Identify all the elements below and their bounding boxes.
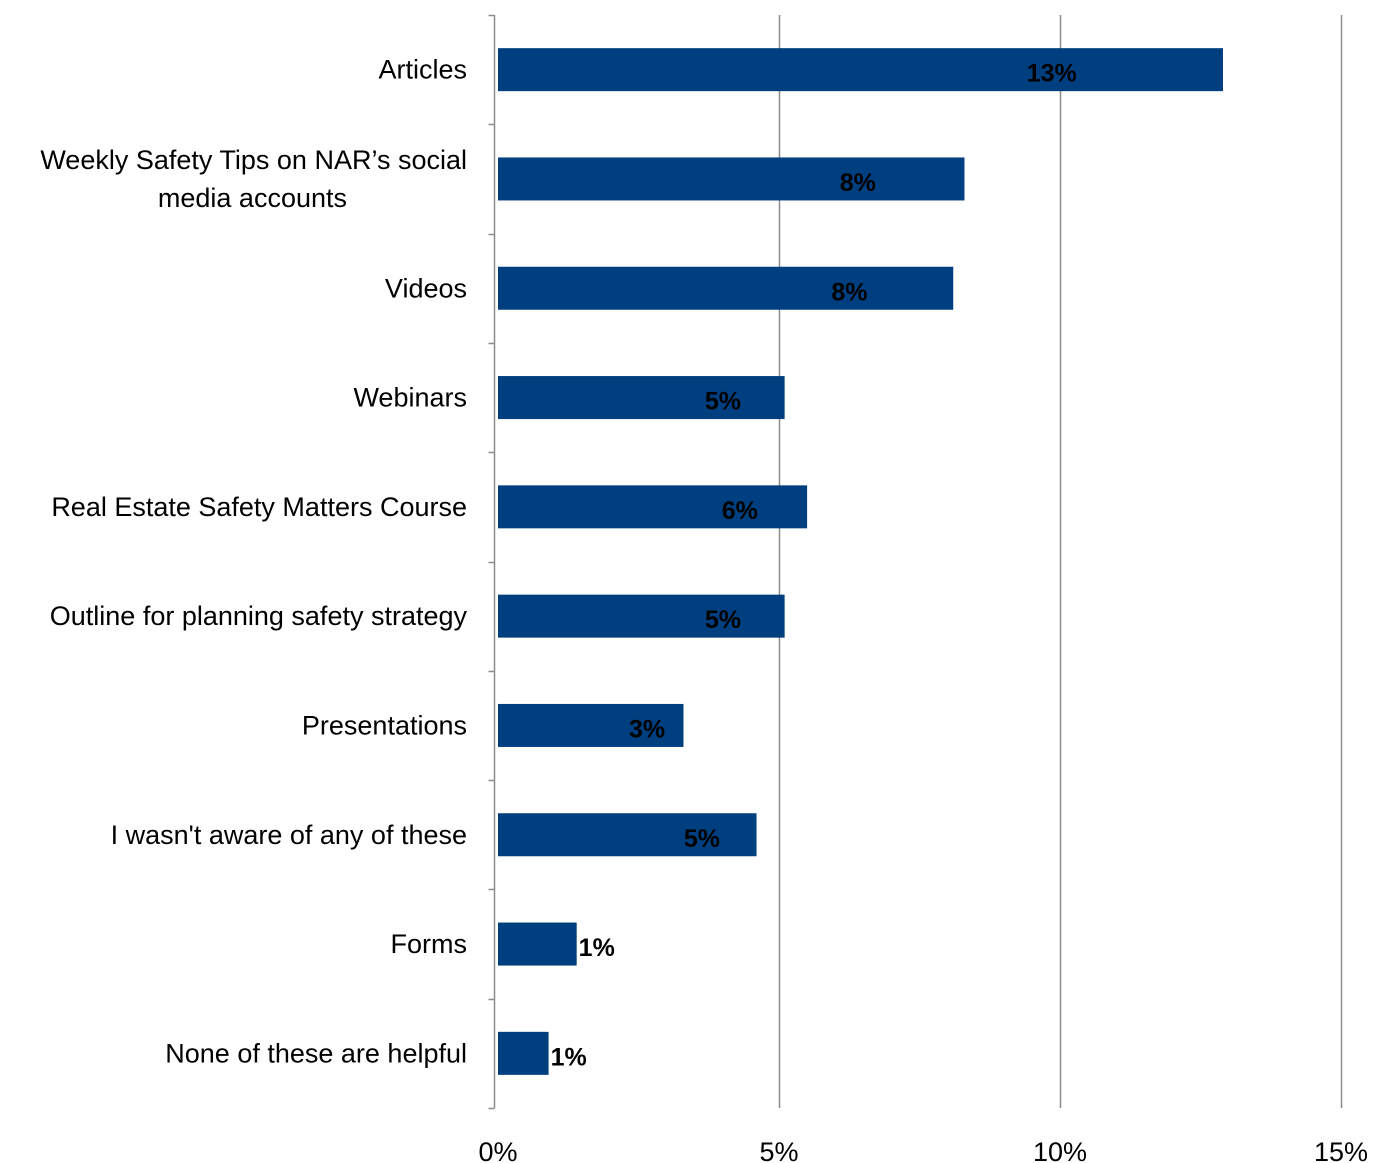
data-label: 3% bbox=[629, 715, 665, 743]
data-labels: 13% 8% 8% 5% 6% 5% 3% 5% 1% 1% bbox=[551, 60, 1077, 1072]
category-label: Outline for planning safety strategy bbox=[50, 601, 468, 631]
category-label: Videos bbox=[385, 273, 467, 303]
category-label: Forms bbox=[391, 929, 468, 959]
data-label: 6% bbox=[722, 497, 758, 525]
bar-1 bbox=[498, 157, 965, 201]
bar-5 bbox=[498, 594, 785, 638]
bar-3 bbox=[498, 376, 785, 420]
category-label: Weekly Safety Tips on NAR’s social media … bbox=[40, 145, 467, 213]
category-label: Articles bbox=[378, 55, 467, 85]
bar-2 bbox=[498, 266, 954, 310]
category-axis bbox=[488, 14, 496, 1110]
x-tick-label: 10% bbox=[1033, 1137, 1087, 1163]
category-label: Webinars bbox=[353, 383, 467, 413]
x-tick-label: 15% bbox=[1314, 1137, 1368, 1163]
data-label: 8% bbox=[840, 169, 876, 197]
data-label: 13% bbox=[1027, 60, 1077, 88]
data-label: 1% bbox=[551, 1043, 587, 1071]
data-label: 5% bbox=[684, 825, 720, 853]
category-labels: Articles Weekly Safety Tips on NAR’s soci… bbox=[40, 55, 467, 1069]
x-tick-labels: 0% 5% 10% 15% bbox=[478, 1137, 1368, 1163]
x-tick-label: 5% bbox=[759, 1137, 798, 1163]
bar-7 bbox=[498, 813, 757, 857]
bar-9 bbox=[498, 1031, 549, 1075]
data-label: 5% bbox=[705, 606, 741, 634]
data-label: 8% bbox=[831, 278, 867, 306]
category-label: Real Estate Safety Matters Course bbox=[51, 492, 467, 522]
category-label: Presentations bbox=[302, 710, 467, 740]
bar-6 bbox=[498, 703, 684, 747]
category-label: None of these are helpful bbox=[165, 1038, 467, 1068]
data-label: 1% bbox=[579, 934, 615, 962]
data-label: 5% bbox=[705, 388, 741, 416]
category-label: I wasn't aware of any of these bbox=[111, 820, 467, 850]
bar-0 bbox=[498, 48, 1223, 92]
bar-4 bbox=[498, 485, 808, 529]
x-tick-label: 0% bbox=[478, 1137, 517, 1163]
bar-8 bbox=[498, 922, 577, 966]
bars bbox=[498, 48, 1223, 1075]
